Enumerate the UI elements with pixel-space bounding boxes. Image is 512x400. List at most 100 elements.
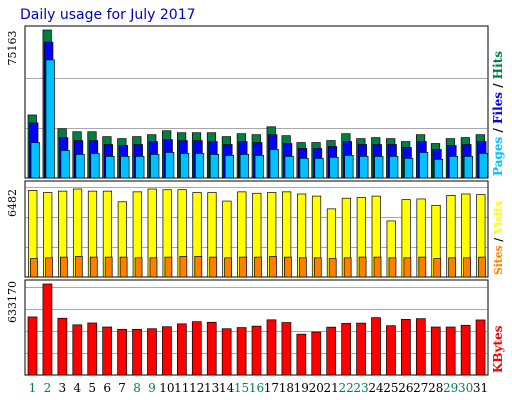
panel-max-label: 75163 (6, 31, 19, 66)
bar-sites-day-26 (403, 257, 412, 278)
bar-pages-day-7 (120, 155, 130, 179)
bar-sites-day-6 (104, 256, 113, 278)
bar-pages-day-20 (314, 157, 324, 179)
bar-kbytes-day-6 (102, 326, 113, 376)
bar-pages-day-28 (433, 158, 444, 179)
x-tick-day-11: 11 (174, 381, 189, 395)
bar-kbytes-day-20 (311, 331, 322, 376)
x-tick-day-8: 8 (133, 381, 141, 395)
bar-pages-day-30 (463, 155, 473, 179)
legend-visits: Visits (492, 201, 505, 235)
x-tick-day-10: 10 (159, 381, 174, 395)
bar-kbytes-day-19 (296, 333, 307, 376)
bar-pages-day-1 (30, 142, 40, 179)
bar-pages-day-31 (478, 153, 488, 179)
bar-pages-day-27 (418, 152, 429, 179)
x-tick-day-16: 16 (249, 381, 264, 395)
legend-hits: Hits (491, 51, 505, 79)
bar-pages-day-14 (224, 155, 235, 179)
bar-kbytes-day-29 (445, 326, 456, 376)
bar-sites-day-2 (45, 257, 53, 278)
bar-pages-day-18 (284, 155, 294, 179)
x-tick-day-20: 20 (309, 381, 324, 395)
bar-pages-day-26 (404, 157, 414, 179)
bar-kbytes-day-3 (57, 317, 68, 376)
bar-sites-day-28 (433, 258, 442, 278)
bar-pages-day-10 (165, 152, 175, 179)
x-tick-day-23: 23 (353, 381, 368, 395)
bar-pages-day-29 (448, 155, 459, 179)
x-tick-day-28: 28 (428, 381, 443, 395)
bar-sites-day-12 (194, 256, 203, 278)
bar-pages-day-25 (389, 155, 399, 179)
x-tick-day-27: 27 (413, 381, 428, 395)
bar-kbytes-day-22 (341, 323, 351, 376)
bar-sites-day-13 (209, 256, 218, 278)
x-tick-day-1: 1 (29, 381, 37, 395)
x-tick-day-21: 21 (324, 381, 339, 395)
panel-max-label: 6482 (6, 189, 19, 217)
panel-visits-sites: 6482 Sites / Visits (6, 180, 505, 278)
x-tick-day-13: 13 (204, 381, 219, 395)
x-tick-day-22: 22 (338, 381, 353, 395)
bar-kbytes-day-24 (371, 317, 381, 376)
bar-kbytes-day-9 (147, 328, 157, 376)
x-tick-day-2: 2 (44, 381, 52, 395)
bar-pages-day-5 (90, 153, 100, 179)
bar-kbytes-day-14 (221, 328, 232, 376)
bar-kbytes-day-21 (326, 326, 337, 376)
x-tick-day-30: 30 (458, 381, 473, 395)
x-tick-day-6: 6 (103, 381, 111, 395)
x-tick-day-19: 19 (294, 381, 309, 395)
bar-sites-day-7 (119, 256, 128, 278)
bar-sites-day-5 (89, 256, 98, 278)
bar-sites-day-29 (448, 257, 457, 278)
bar-pages-day-19 (299, 157, 309, 179)
x-tick-day-5: 5 (88, 381, 96, 395)
bar-kbytes-day-10 (162, 326, 172, 376)
bar-pages-day-13 (209, 154, 220, 179)
panel-legend: KBytes (491, 325, 505, 373)
bar-pages-day-11 (180, 153, 190, 179)
bar-pages-day-21 (329, 156, 339, 179)
bar-kbytes-day-5 (87, 322, 98, 376)
bar-sites-day-30 (463, 257, 471, 278)
x-tick-day-25: 25 (383, 381, 398, 395)
legend-files: Files (491, 92, 505, 124)
bar-kbytes-day-15 (236, 327, 247, 376)
bar-sites-day-3 (60, 256, 68, 278)
x-tick-day-7: 7 (118, 381, 126, 395)
bar-pages-day-6 (105, 155, 115, 179)
x-tick-day-29: 29 (443, 381, 458, 395)
bar-pages-day-2 (45, 59, 55, 179)
bar-kbytes-day-1 (27, 316, 38, 376)
bar-pages-day-9 (150, 154, 160, 179)
legend-sites: Sites (492, 245, 505, 275)
bar-sites-day-4 (74, 256, 83, 278)
x-tick-day-9: 9 (148, 381, 156, 395)
bar-sites-day-8 (134, 257, 143, 278)
bar-sites-day-19 (298, 257, 307, 278)
x-tick-day-26: 26 (398, 381, 413, 395)
x-tick-day-18: 18 (279, 381, 294, 395)
bar-sites-day-15 (239, 256, 247, 278)
x-tick-day-17: 17 (264, 381, 279, 395)
bar-sites-day-23 (358, 256, 367, 278)
bar-kbytes-day-26 (401, 319, 411, 376)
bar-pages-day-8 (135, 155, 145, 179)
chart-title: Daily usage for July 2017 (20, 7, 196, 23)
chart-panels: 75163 Pages / Files / Hits 6482 Sites / Vis… (6, 25, 505, 376)
bar-kbytes-day-31 (475, 319, 486, 376)
bar-sites-day-24 (373, 256, 382, 278)
x-tick-day-3: 3 (59, 381, 67, 395)
bar-pages-day-22 (344, 155, 354, 179)
x-tick-day-12: 12 (189, 381, 204, 395)
bar-sites-day-31 (478, 256, 486, 278)
bar-sites-day-21 (328, 258, 337, 278)
x-tick-day-31: 31 (473, 381, 488, 395)
bar-pages-day-15 (239, 154, 249, 179)
bar-sites-day-18 (284, 256, 292, 278)
bar-kbytes-day-8 (132, 328, 142, 376)
bar-sites-day-27 (418, 256, 427, 278)
